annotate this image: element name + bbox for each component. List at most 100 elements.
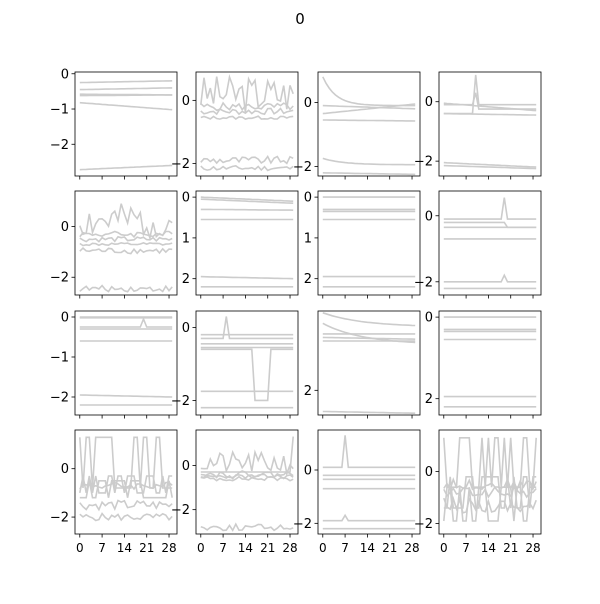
y-tick-label: −2 [414,155,433,170]
panel-series-group [79,203,173,293]
y-tick-label: −2 [50,271,69,286]
x-tick-label: 0 [440,541,448,555]
panel-13: 0−20 7 14 21 28 [50,429,178,555]
panel-series-group [443,74,537,170]
y-tick-label: 2 [425,392,433,407]
series-line-6 [79,499,173,512]
series-line-2 [79,479,173,499]
series-line-6 [79,241,173,247]
y-tick-label: 0 [425,209,433,224]
series-line-1 [200,196,294,202]
panel-series-group [79,436,173,522]
series-line-7 [200,348,294,402]
series-line-3 [79,316,173,328]
x-tick-label: 7 [462,541,470,555]
series-line-2 [79,230,173,239]
series-line-1 [322,435,416,469]
y-tick-label: 1 [182,231,190,246]
y-tick-label: 0 [182,94,190,109]
series-line-5 [322,513,416,522]
series-line-6 [200,115,294,120]
panel-frame [438,190,542,296]
y-tick-label: −2 [414,517,433,532]
panel-series-group [443,197,537,290]
series-line-3 [443,112,537,116]
x-tick-label: 21 [503,541,518,555]
x-tick-label: 14 [481,541,496,555]
series-line-5 [200,522,294,532]
y-tick-label: 0 [304,191,312,206]
series-line-5 [322,157,416,166]
panel-frame [195,71,299,177]
x-tick-label: 14 [117,541,132,555]
series-line-5 [79,512,173,522]
series-line-2 [322,103,416,115]
panel-series-group [322,76,416,176]
y-tick-label: 2 [304,272,312,287]
series-line-5 [200,275,294,280]
x-tick-label: 0 [76,541,84,555]
y-tick-label: 2 [182,272,190,287]
y-tick-label: −2 [293,517,312,532]
panel-frame [438,310,542,416]
y-tick-label: −2 [414,275,433,290]
series-line-4 [200,475,294,482]
y-tick-label: 0 [61,220,69,235]
x-tick-label: 28 [525,541,540,555]
panel-frame [74,310,178,416]
y-tick-label: 2 [304,384,312,399]
panel-series-group [322,312,416,415]
y-tick-label: 0 [182,459,190,474]
series-line-6 [200,436,294,473]
series-line-3 [200,473,294,480]
series-line-2 [443,475,537,509]
y-tick-label: 0 [182,321,190,336]
series-line-5 [79,284,173,293]
series-line-4 [200,154,294,165]
series-line-4 [443,477,537,492]
series-line-2 [79,87,173,91]
x-tick-label: 21 [139,541,154,555]
series-line-6 [79,164,173,171]
y-tick-label: −2 [171,503,190,518]
series-line-4 [443,102,537,112]
panel-6: 0 1 2 [182,190,299,299]
series-line-2 [200,198,294,204]
x-tick-label: 21 [260,541,275,555]
panel-frame [317,71,421,177]
series-line-1 [443,436,537,489]
x-tick-label: 7 [219,541,227,555]
panel-3: 0 −2 [293,71,421,180]
y-tick-label: 0 [61,311,69,326]
series-line-4 [322,119,416,122]
panel-frame [317,310,421,416]
y-tick-label: 0 [425,311,433,326]
panel-10: 0 −2 [171,310,299,419]
x-tick-label: 0 [319,541,327,555]
panel-4: 0 −2 [414,71,542,180]
panel-series-group [200,73,294,172]
panel-11: 2 [304,310,421,419]
y-tick-label: −2 [50,511,69,526]
series-line-3 [322,104,416,110]
series-line-6 [79,394,173,398]
series-line-3 [79,475,173,494]
panel-frame [74,71,178,177]
series-line-5 [200,164,294,172]
y-tick-label: −1 [50,103,69,118]
panel-9: 0 −1 −2 [50,310,178,419]
panel-frame [317,190,421,296]
panel-8: 0 −2 [414,190,542,299]
panel-series-group [200,316,294,409]
panel-1: 0 −1 −2 [50,67,178,180]
series-line-3 [200,208,294,211]
panel-series-group [322,196,416,288]
panel-series-group [79,80,173,171]
series-line-6 [322,410,416,415]
series-line-4 [79,481,173,491]
series-line-1 [322,76,416,107]
panel-series-group [79,316,173,406]
x-tick-label: 14 [238,541,253,555]
panel-series-group [200,436,294,532]
